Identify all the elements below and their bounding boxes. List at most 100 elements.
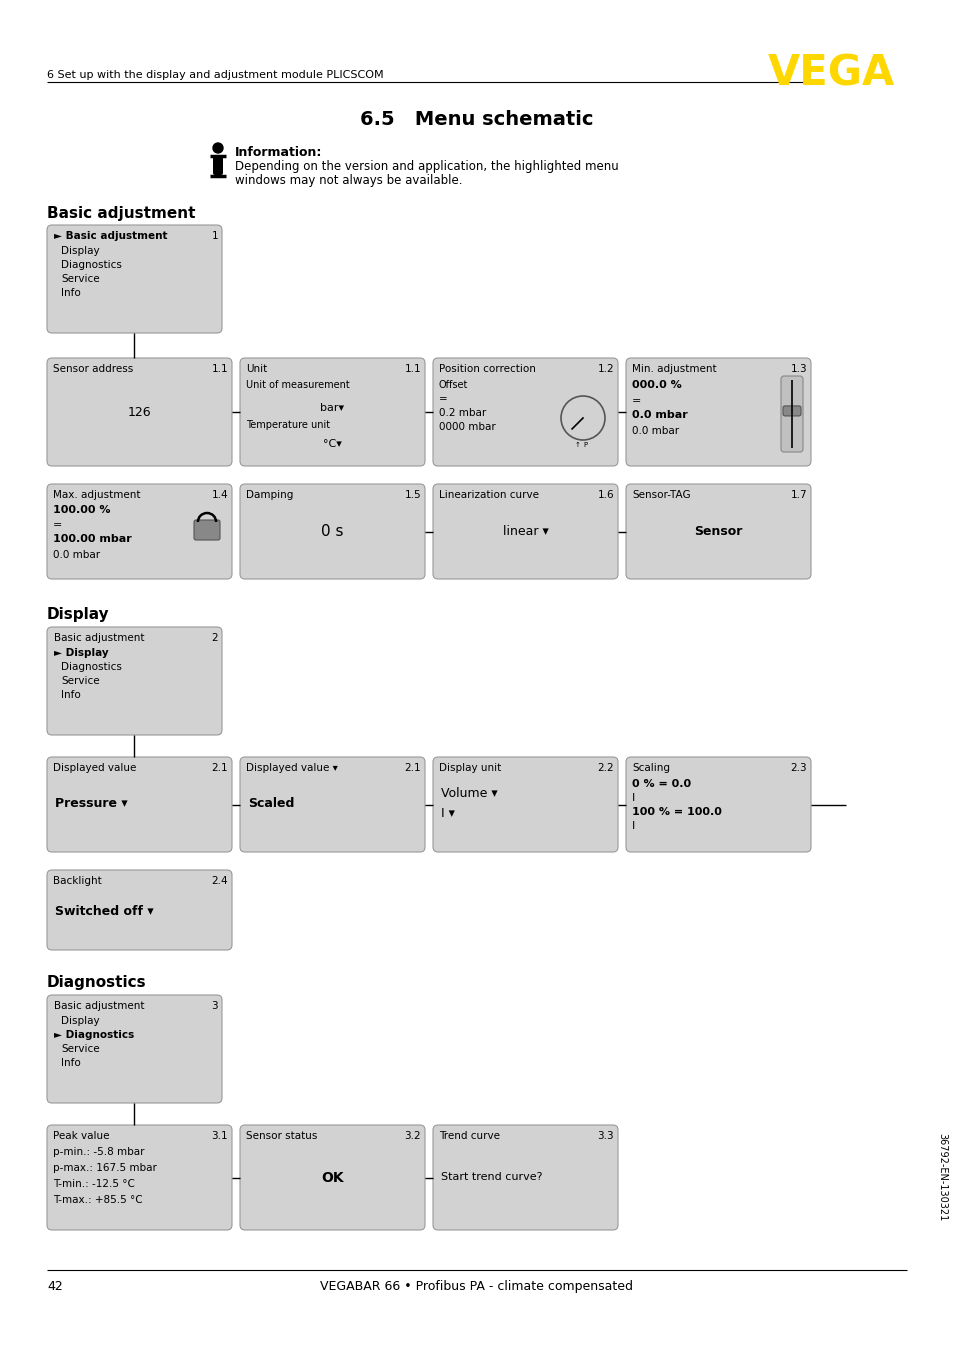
Text: 2.2: 2.2	[597, 764, 614, 773]
Text: Basic adjustment: Basic adjustment	[54, 634, 144, 643]
Text: 3.2: 3.2	[404, 1131, 420, 1141]
Text: VEGABAR 66 • Profibus PA - climate compensated: VEGABAR 66 • Profibus PA - climate compe…	[320, 1280, 633, 1293]
Text: linear ▾: linear ▾	[502, 525, 548, 538]
Text: 2.3: 2.3	[789, 764, 806, 773]
Text: Temperature unit: Temperature unit	[246, 420, 330, 431]
FancyBboxPatch shape	[433, 483, 618, 580]
Text: Offset: Offset	[438, 380, 468, 390]
Text: Service: Service	[61, 274, 99, 284]
Text: 36792-EN-130321: 36792-EN-130321	[936, 1133, 946, 1221]
Text: Sensor-TAG: Sensor-TAG	[631, 490, 690, 500]
Text: Backlight: Backlight	[53, 876, 102, 886]
Text: Pressure ▾: Pressure ▾	[55, 798, 128, 810]
Text: OK: OK	[321, 1170, 343, 1185]
Text: 0.0 mbar: 0.0 mbar	[53, 550, 100, 561]
Text: Position correction: Position correction	[438, 364, 536, 374]
FancyBboxPatch shape	[240, 1125, 424, 1229]
Text: Service: Service	[61, 1044, 99, 1053]
Text: 1.2: 1.2	[597, 364, 614, 374]
Text: 0.0 mbar: 0.0 mbar	[631, 427, 679, 436]
Text: 3.1: 3.1	[212, 1131, 228, 1141]
Text: Depending on the version and application, the highlighted menu: Depending on the version and application…	[234, 160, 618, 173]
Text: I: I	[631, 793, 635, 803]
Text: =: =	[53, 520, 62, 529]
Text: 100.00 %: 100.00 %	[53, 505, 111, 515]
Text: 100.00 mbar: 100.00 mbar	[53, 533, 132, 544]
FancyBboxPatch shape	[193, 520, 220, 540]
Text: 2.1: 2.1	[404, 764, 420, 773]
Text: 6.5   Menu schematic: 6.5 Menu schematic	[360, 110, 593, 129]
FancyBboxPatch shape	[625, 757, 810, 852]
FancyBboxPatch shape	[433, 1125, 618, 1229]
FancyBboxPatch shape	[47, 757, 232, 852]
Text: 0 % = 0.0: 0 % = 0.0	[631, 779, 690, 789]
Text: 1.4: 1.4	[212, 490, 228, 500]
FancyBboxPatch shape	[433, 357, 618, 466]
Text: Trend curve: Trend curve	[438, 1131, 499, 1141]
Text: T-max.: +85.5 °C: T-max.: +85.5 °C	[53, 1196, 143, 1205]
Text: P: P	[582, 441, 586, 448]
Text: Switched off ▾: Switched off ▾	[55, 904, 153, 918]
Text: 0000 mbar: 0000 mbar	[438, 422, 496, 432]
Text: 3: 3	[212, 1001, 218, 1011]
Text: Peak value: Peak value	[53, 1131, 110, 1141]
Text: Damping: Damping	[246, 490, 294, 500]
Text: Scaling: Scaling	[631, 764, 669, 773]
Text: 2.1: 2.1	[212, 764, 228, 773]
Text: Scaled: Scaled	[248, 798, 294, 810]
FancyBboxPatch shape	[625, 483, 810, 580]
Text: ↑: ↑	[575, 441, 580, 448]
FancyBboxPatch shape	[240, 357, 424, 466]
Text: Max. adjustment: Max. adjustment	[53, 490, 140, 500]
Text: Service: Service	[61, 676, 99, 686]
Text: Display: Display	[47, 607, 110, 621]
Circle shape	[213, 144, 223, 153]
Text: Display: Display	[61, 246, 99, 256]
FancyBboxPatch shape	[47, 357, 232, 466]
Text: Start trend curve?: Start trend curve?	[440, 1171, 542, 1182]
Text: ► Display: ► Display	[54, 649, 109, 658]
FancyBboxPatch shape	[782, 406, 801, 416]
Text: 2: 2	[212, 634, 218, 643]
Text: Displayed value: Displayed value	[53, 764, 136, 773]
Text: =: =	[631, 395, 640, 406]
FancyBboxPatch shape	[240, 757, 424, 852]
Text: I ▾: I ▾	[440, 807, 455, 821]
Text: bar▾: bar▾	[320, 403, 344, 413]
Text: I: I	[631, 821, 635, 831]
Text: 3.3: 3.3	[597, 1131, 614, 1141]
Text: 42: 42	[47, 1280, 63, 1293]
Text: Linearization curve: Linearization curve	[438, 490, 538, 500]
FancyBboxPatch shape	[240, 483, 424, 580]
Text: Sensor address: Sensor address	[53, 364, 133, 374]
Text: Basic adjustment: Basic adjustment	[47, 206, 195, 221]
FancyBboxPatch shape	[47, 871, 232, 951]
Text: 0.2 mbar: 0.2 mbar	[438, 408, 486, 418]
Text: Diagnostics: Diagnostics	[47, 975, 147, 990]
Text: Sensor status: Sensor status	[246, 1131, 317, 1141]
Text: 1: 1	[212, 232, 218, 241]
Text: Displayed value ▾: Displayed value ▾	[246, 764, 337, 773]
Text: T-min.: -12.5 °C: T-min.: -12.5 °C	[53, 1179, 134, 1189]
Text: Unit of measurement: Unit of measurement	[246, 380, 350, 390]
Text: Sensor: Sensor	[694, 525, 741, 538]
Text: =: =	[438, 394, 447, 403]
FancyBboxPatch shape	[433, 757, 618, 852]
Text: Display: Display	[61, 1016, 99, 1026]
Text: 126: 126	[128, 405, 152, 418]
Text: Display unit: Display unit	[438, 764, 500, 773]
Text: 2.4: 2.4	[212, 876, 228, 886]
Text: Diagnostics: Diagnostics	[61, 662, 122, 672]
Text: windows may not always be available.: windows may not always be available.	[234, 175, 462, 187]
Text: Basic adjustment: Basic adjustment	[54, 1001, 144, 1011]
Text: Min. adjustment: Min. adjustment	[631, 364, 716, 374]
FancyBboxPatch shape	[47, 1125, 232, 1229]
Text: 6 Set up with the display and adjustment module PLICSCOM: 6 Set up with the display and adjustment…	[47, 70, 383, 80]
Text: 1.5: 1.5	[404, 490, 420, 500]
Text: p-max.: 167.5 mbar: p-max.: 167.5 mbar	[53, 1163, 156, 1173]
Text: VEGA: VEGA	[767, 51, 894, 93]
Text: ► Basic adjustment: ► Basic adjustment	[54, 232, 168, 241]
Text: 1.3: 1.3	[789, 364, 806, 374]
Text: 100 % = 100.0: 100 % = 100.0	[631, 807, 721, 816]
Text: °C▾: °C▾	[323, 439, 341, 450]
